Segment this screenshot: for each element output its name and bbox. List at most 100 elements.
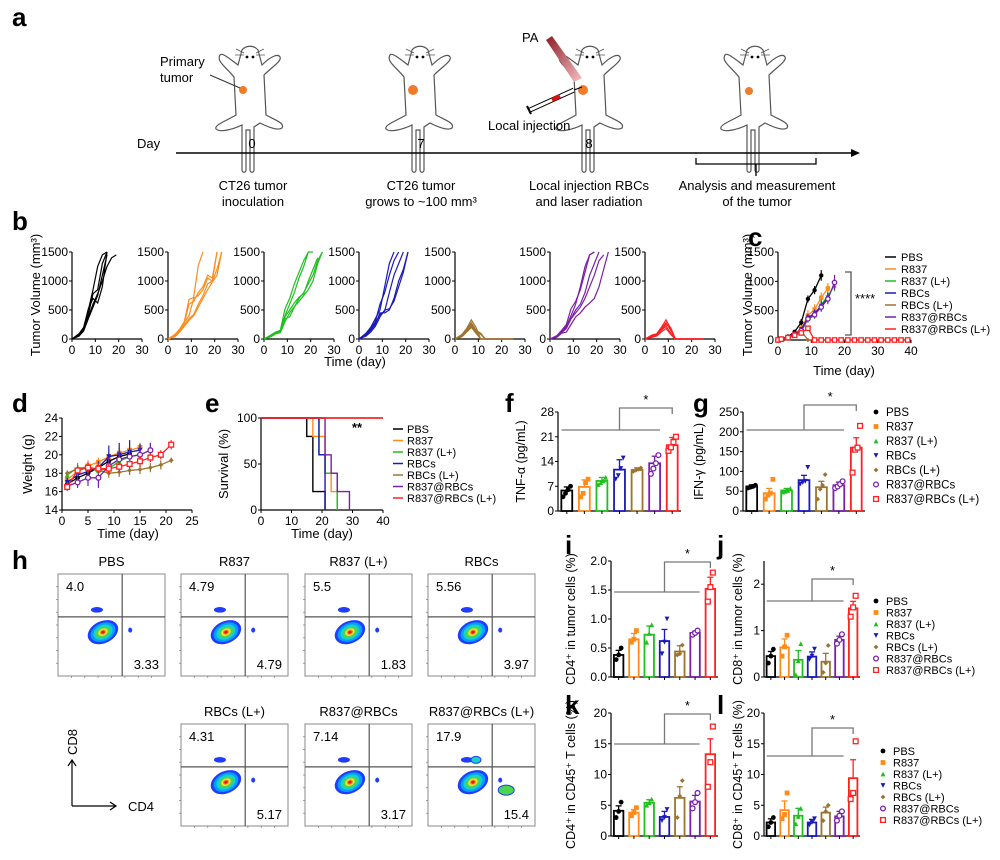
data-point (158, 462, 164, 468)
bar (643, 633, 655, 678)
bar-r837-rbcs (833, 631, 845, 680)
data-point (807, 822, 812, 828)
y-tick-label: 1500 (424, 245, 451, 259)
x-tick-label: 30 (871, 344, 885, 358)
bar-r837 (578, 476, 591, 514)
legend-marker (879, 816, 887, 824)
bar-r837-l- (643, 796, 655, 839)
y-axis-label: CD8⁺ in tumor cells (%) (731, 553, 745, 685)
flow-plot-rbcs: RBCs 5.56 3.97 (426, 554, 536, 678)
bar-r837-l- (793, 805, 804, 839)
tumor-analysis-icon (745, 87, 753, 95)
y-tick-label: 250 (719, 405, 739, 419)
bar-r837-l- (780, 486, 793, 514)
data-point (839, 478, 846, 485)
data-point (672, 433, 680, 440)
data-point (168, 441, 175, 448)
bar-r837 (628, 628, 640, 680)
data-point (565, 487, 571, 493)
density-contour-cd4 (498, 777, 503, 783)
data-point (638, 465, 644, 471)
data-point (677, 793, 683, 799)
primary-tumor-label: Primary (160, 54, 205, 69)
data-point (811, 311, 818, 318)
panel-letter-k: k (565, 690, 580, 720)
legend-marker (873, 598, 879, 604)
bar-r837-l- (643, 622, 655, 680)
data-point (662, 639, 667, 645)
x-tick-label: 0 (642, 343, 649, 357)
data-point (704, 598, 711, 605)
x-tick-label: 30 (708, 343, 722, 357)
data-point (105, 465, 112, 472)
data-point (634, 805, 639, 811)
panel-i-chart: 0.0 0.5 1.0 1.5 2.0 * CD4⁺ in tumor cells (%) (564, 546, 718, 685)
data-point (819, 273, 824, 278)
y-axis-label: Tumor Volume (mm³) (740, 234, 755, 356)
data-point (851, 337, 858, 343)
data-point (825, 802, 831, 808)
data-point (820, 818, 826, 824)
legend-label: R837@RBCs (L+) (886, 665, 975, 677)
legend-marker (872, 666, 880, 674)
density-contour (224, 630, 228, 634)
data-point (568, 483, 573, 489)
cd8-axis-label: CD8 (65, 729, 80, 755)
y-tick-label: 100 (237, 411, 257, 425)
y-tick-label: 0 (732, 504, 739, 518)
legend-marker (880, 748, 886, 754)
bar (658, 640, 671, 678)
x-tick-label: 30 (135, 343, 149, 357)
y-tick-label: 1000 (614, 274, 641, 288)
x-tick-label: 10 (805, 344, 819, 358)
y-axis-label: CD4⁺ in CD45⁺ T cells (%) (564, 700, 578, 849)
data-point (679, 642, 685, 648)
data-point (694, 789, 701, 796)
data-point (765, 492, 771, 498)
data-point (127, 468, 132, 473)
y-axis-label: TNF-α (pg/mL) (514, 420, 528, 502)
flow-plot-pbs: PBS 4.0 3.33 (56, 554, 166, 678)
data-point (147, 454, 154, 461)
spaghetti-subplot-r837-rbcs-l-: 0 500 1000 1500 0 10 20 30 (614, 245, 722, 357)
y-tick-label: 0 (600, 829, 607, 843)
legend-label: PBS (901, 252, 923, 264)
y-axis-label: CD8⁺ in CD45⁺ T cells (%) (731, 700, 745, 849)
y-tick-label: 1000 (747, 274, 774, 288)
y-tick-label: 200 (719, 425, 739, 439)
bar-r837-rbcs-l- (849, 422, 864, 514)
data-point (770, 646, 776, 652)
survival-curve-rbcs (261, 417, 326, 510)
data-point (674, 815, 680, 820)
data-point (95, 474, 102, 481)
x-tick-label: 5 (85, 514, 92, 528)
data-point (709, 723, 716, 730)
legend-marker (873, 633, 879, 638)
data-point (815, 496, 821, 502)
bar (847, 777, 859, 837)
data-point (635, 466, 641, 472)
data-point (784, 790, 790, 796)
pa-label: PA (522, 30, 539, 45)
growth-curve (454, 318, 514, 340)
panel-letter-g: g (693, 388, 709, 418)
y-tick-label: 20 (45, 448, 59, 462)
cd8-cd4-axis-legend: CD8 CD4 (65, 729, 154, 814)
data-point (603, 475, 609, 480)
legend-marker (872, 655, 880, 662)
x-tick-label: 10 (285, 514, 299, 528)
data-point (618, 466, 624, 471)
bar-pbs (765, 815, 777, 839)
legend-marker (873, 467, 879, 473)
y-tick-label: 21 (541, 430, 555, 444)
significance-marker: * (830, 712, 835, 727)
legend-label: PBS (893, 746, 915, 758)
legend-label: RBCs (L+) (407, 470, 459, 482)
y-axis-label: Weight (g) (20, 434, 35, 494)
data-point (836, 812, 843, 819)
cd4-axis-label: CD4 (128, 799, 154, 814)
y-tick-label: 150 (719, 445, 739, 459)
quadrant-value-lower-right: 1.83 (381, 657, 406, 672)
data-point (670, 439, 677, 446)
density-contour-cd8 (213, 607, 226, 613)
